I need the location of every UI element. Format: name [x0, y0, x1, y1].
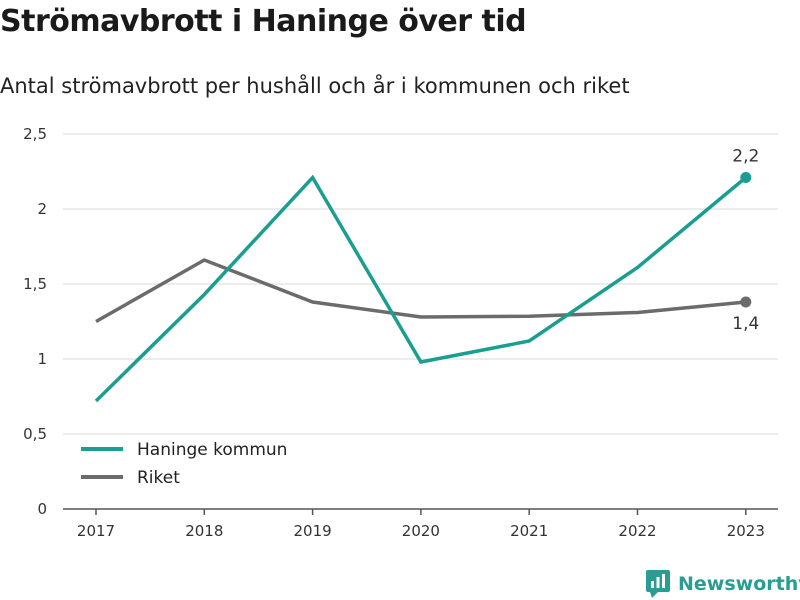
data-point-haninge [740, 172, 752, 183]
newsworthy-logo-text: Newsworthy [678, 573, 800, 595]
x-tick-label: 2017 [77, 522, 115, 540]
newsworthy-logo-icon [646, 570, 670, 598]
x-axis: 2017 2018 2019 2020 2021 2022 2023 [63, 508, 778, 540]
x-tick-label: 2022 [618, 522, 656, 540]
legend: Haninge kommun Riket [81, 440, 287, 488]
chart-subtitle: Antal strömavbrott per hushåll och år i … [0, 74, 630, 98]
y-tick-label: 1 [37, 350, 47, 368]
legend-label-haninge: Haninge kommun [137, 440, 287, 460]
series-line-haninge [94, 174, 747, 403]
end-label-riket: 1,4 [732, 314, 759, 334]
data-labels: 1,4 2,2 [732, 147, 759, 335]
y-tick-label: 0,5 [23, 425, 47, 443]
y-axis-ticks: 0 0,5 1 1,5 2 2,5 [23, 125, 47, 518]
y-tick-label: 2,5 [23, 125, 47, 143]
data-point-riket [740, 296, 752, 308]
chart-title: Strömavbrott i Haninge över tid [0, 4, 527, 39]
y-tick-label: 2 [37, 200, 47, 218]
gridlines [63, 133, 778, 435]
x-tick-label: 2023 [727, 522, 765, 540]
x-tick-label: 2021 [510, 522, 548, 540]
x-tick-label: 2019 [294, 522, 332, 540]
newsworthy-logo[interactable]: Newsworthy [646, 570, 800, 598]
line-chart: 0 0,5 1 1,5 2 2,5 2017 2018 2019 2020 2021 2022 202… [23, 125, 778, 540]
series-lines [94, 172, 752, 403]
end-label-haninge: 2,2 [732, 147, 759, 167]
x-tick-label: 2018 [185, 522, 223, 540]
y-tick-label: 1,5 [23, 275, 47, 293]
series-line-riket [95, 258, 746, 324]
y-tick-label: 0 [37, 500, 47, 518]
legend-label-riket: Riket [137, 468, 180, 488]
x-tick-label: 2020 [402, 522, 440, 540]
